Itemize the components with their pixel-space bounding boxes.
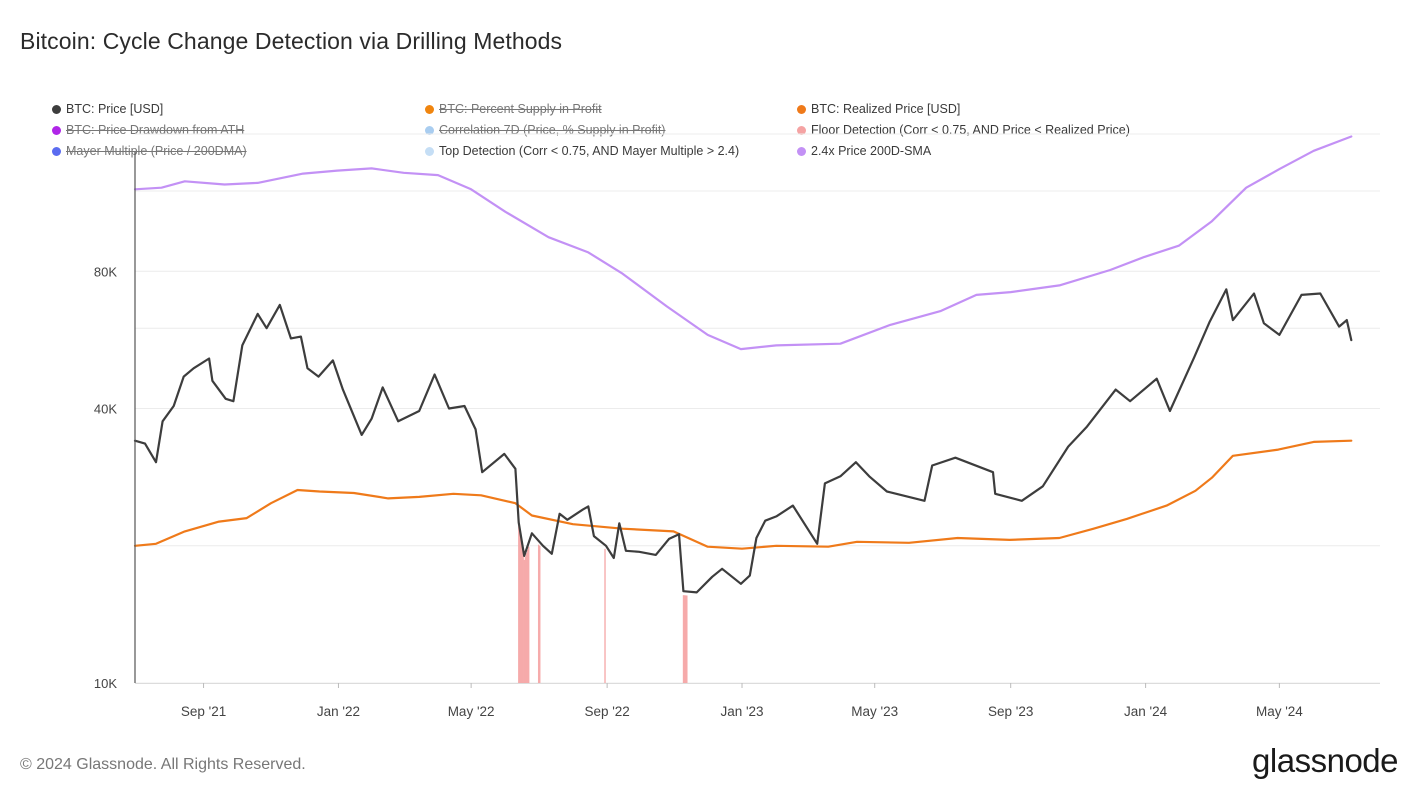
floor-detection-bar	[520, 539, 522, 683]
legend-item-2-4x-200d-sma[interactable]: 2.4x Price 200D-SMA	[797, 144, 931, 158]
x-tick-label: Jan '22	[317, 704, 360, 719]
floor-detection-bar	[519, 532, 521, 683]
x-tick-label: Jan '24	[1124, 704, 1168, 719]
floor-detection-bar	[686, 595, 688, 683]
legend-dot-icon	[797, 146, 806, 156]
floor-detection-bar	[524, 556, 527, 683]
floor-detection-bar	[518, 526, 520, 683]
x-tick-label: May '23	[851, 704, 898, 719]
legend-item-floor-detection[interactable]: Floor Detection (Corr < 0.75, AND Price …	[797, 123, 1130, 137]
floor-detection-bar	[685, 595, 687, 683]
legend-label: BTC: Price [USD]	[66, 102, 164, 116]
x-tick-label: May '22	[448, 704, 495, 719]
legend-label: BTC: Percent Supply in Profit	[439, 102, 602, 116]
legend-label: 2.4x Price 200D-SMA	[811, 144, 932, 158]
glassnode-logo: glassnode	[1252, 742, 1398, 779]
legend-item-top-detection[interactable]: Top Detection (Corr < 0.75, AND Mayer Mu…	[425, 144, 739, 158]
legend-label: Correlation 7D (Price, % Supply in Profi…	[439, 123, 666, 137]
floor-detection-bar	[525, 553, 528, 683]
gridlines	[135, 133, 1380, 684]
x-tick-label: Sep '21	[181, 704, 226, 719]
legend-dot-icon	[797, 125, 806, 135]
floor-detection-bar	[537, 544, 540, 683]
floor-detection-bar	[539, 545, 541, 683]
legend-dot-icon	[425, 125, 434, 135]
chart-area: 10K 40K 80K Sep '21 Jan '22 May '22 Sep '22 Ja…	[94, 133, 1380, 719]
x-tick-label: Sep '23	[988, 704, 1033, 719]
floor-detection-bar	[523, 559, 526, 683]
legend-item-realized-price[interactable]: BTC: Realized Price [USD]	[797, 102, 960, 116]
floor-detection-bar	[682, 595, 685, 683]
realized-price-line	[133, 439, 1353, 550]
legend-dot-icon	[425, 146, 434, 156]
legend-label: Mayer Multiple (Price / 200DMA)	[66, 144, 247, 158]
x-axis: Sep '21 Jan '22 May '22 Sep '22 Jan '23 May '…	[135, 683, 1380, 719]
y-tick-label: 10K	[94, 676, 117, 691]
legend-item-percent-supply-in-profit[interactable]: BTC: Percent Supply in Profit	[425, 102, 602, 116]
floor-detection-bar	[604, 548, 606, 683]
legend-dot-icon	[797, 104, 806, 114]
floor-detection-bar	[521, 545, 523, 683]
btc-price-line	[133, 288, 1353, 594]
legend-dot-icon	[52, 146, 61, 156]
sma-2-4x-line	[133, 135, 1353, 351]
x-tick-label: Jan '23	[720, 704, 763, 719]
y-axis: 10K 40K 80K	[94, 152, 136, 691]
legend-dot-icon	[425, 104, 434, 114]
legend-dot-icon	[52, 104, 61, 114]
y-tick-label: 40K	[94, 402, 117, 417]
y-tick-label: 80K	[94, 264, 117, 279]
chart-title: Bitcoin: Cycle Change Detection via Dril…	[20, 28, 563, 54]
legend-item-correlation-7d[interactable]: Correlation 7D (Price, % Supply in Profi…	[425, 123, 665, 137]
floor-detection-bar	[526, 549, 529, 683]
floor-detection-bands	[518, 526, 688, 683]
copyright-footer: © 2024 Glassnode. All Rights Reserved.	[20, 756, 306, 773]
floor-detection-bar	[528, 546, 530, 683]
legend-label: Top Detection (Corr < 0.75, AND Mayer Mu…	[439, 144, 740, 158]
legend-dot-icon	[52, 125, 61, 135]
x-tick-label: May '24	[1256, 704, 1303, 719]
legend-item-price-drawdown[interactable]: BTC: Price Drawdown from ATH	[52, 123, 244, 137]
x-tick-label: Sep '22	[584, 704, 629, 719]
floor-detection-bar	[522, 552, 524, 683]
series-lines	[133, 135, 1353, 594]
legend-label: BTC: Realized Price [USD]	[811, 102, 961, 116]
legend-label: BTC: Price Drawdown from ATH	[66, 123, 245, 137]
legend-label: Floor Detection (Corr < 0.75, AND Price …	[811, 123, 1130, 137]
legend-item-btc-price[interactable]: BTC: Price [USD]	[52, 102, 163, 116]
floor-detection-bar	[683, 595, 686, 683]
legend-item-mayer-multiple[interactable]: Mayer Multiple (Price / 200DMA)	[52, 144, 247, 158]
